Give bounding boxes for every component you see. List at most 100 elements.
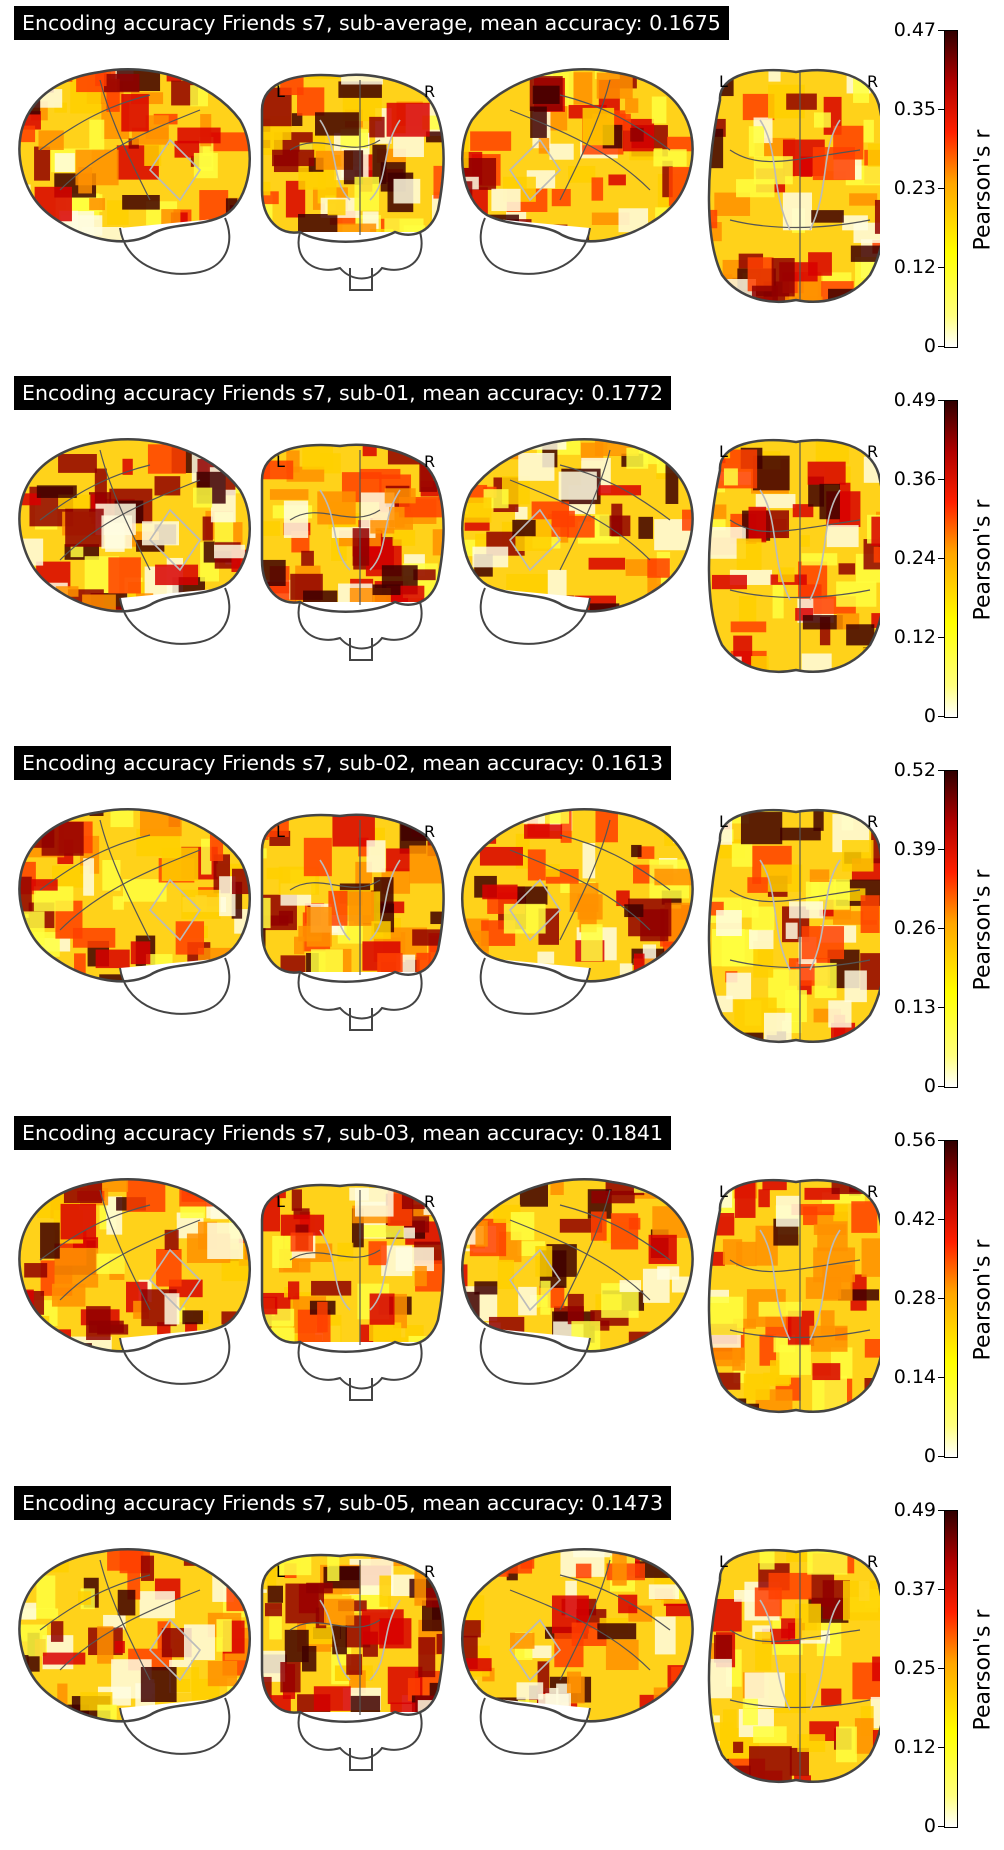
colorbar-tick-mark — [938, 1826, 944, 1827]
colorbar-label-text: Pearson's r — [970, 869, 996, 991]
colorbar-label-text: Pearson's r — [970, 1609, 996, 1731]
colorbar-tick-mark — [938, 267, 944, 268]
right-hemisphere-label: R — [424, 82, 436, 101]
colorbar-tick-mark — [938, 637, 944, 638]
panel-title: Encoding accuracy Friends s7, sub-02, me… — [14, 746, 671, 780]
colorbar-tick-mark — [938, 1140, 944, 1141]
colorbar-tick-label: 0.56 — [893, 1129, 936, 1151]
glass-brain-views — [18, 68, 880, 303]
colorbar-tick-mark — [938, 188, 944, 189]
colorbar-tick-label: 0.25 — [893, 1657, 936, 1679]
colorbar-tick-mark — [938, 109, 944, 110]
left-hemisphere-label: L — [276, 1192, 285, 1211]
colorbar-tick-label: 0.12 — [893, 256, 936, 278]
right-hemisphere-label: R — [424, 452, 436, 471]
glass-brain-views — [18, 808, 880, 1043]
colorbar-label-text: Pearson's r — [970, 1239, 996, 1361]
brain-panel: Encoding accuracy Friends s7, sub-averag… — [0, 0, 1004, 370]
colorbar-tick-label: 0.12 — [893, 1736, 936, 1758]
left-hemisphere-label: L — [719, 442, 728, 461]
colorbar-tick-mark — [938, 558, 944, 559]
colorbar-tick-mark — [938, 1298, 944, 1299]
right-hemisphere-label: R — [424, 1562, 436, 1581]
colorbar-tick-label: 0.39 — [893, 838, 936, 860]
colorbar-tick-mark — [938, 716, 944, 717]
colorbar-tick-label: 0 — [923, 705, 936, 727]
brain-panel: Encoding accuracy Friends s7, sub-05, me… — [0, 1480, 1004, 1850]
left-hemisphere-label: L — [276, 82, 285, 101]
panel-title: Encoding accuracy Friends s7, sub-averag… — [14, 6, 729, 40]
colorbar-tick-mark — [938, 849, 944, 850]
colorbar-tick-label: 0.47 — [893, 19, 936, 41]
colorbar-tick-label: 0.14 — [893, 1366, 936, 1388]
colorbar — [944, 770, 958, 1088]
colorbar-label-text: Pearson's r — [970, 129, 996, 251]
right-hemisphere-label: R — [867, 442, 879, 461]
panel-title: Encoding accuracy Friends s7, sub-01, me… — [14, 376, 671, 410]
left-hemisphere-label: L — [719, 1182, 728, 1201]
right-hemisphere-label: R — [867, 1552, 879, 1571]
glass-brain-views — [18, 1178, 880, 1413]
right-hemisphere-label: R — [867, 1182, 879, 1201]
colorbar-tick-label: 0 — [923, 1075, 936, 1097]
left-hemisphere-label: L — [719, 72, 728, 91]
colorbar-tick-label: 0.12 — [893, 626, 936, 648]
right-hemisphere-label: R — [424, 822, 436, 841]
brain-panel: Encoding accuracy Friends s7, sub-03, me… — [0, 1110, 1004, 1480]
colorbar-tick-mark — [938, 346, 944, 347]
colorbar-tick-label: 0.28 — [893, 1287, 936, 1309]
colorbar-tick-mark — [938, 479, 944, 480]
left-hemisphere-label: L — [276, 822, 285, 841]
colorbar-tick-label: 0 — [923, 1815, 936, 1837]
colorbar-tick-mark — [938, 1589, 944, 1590]
colorbar-tick-label: 0.26 — [893, 917, 936, 939]
colorbar-label: Pearson's r — [968, 870, 998, 991]
colorbar-label: Pearson's r — [968, 500, 998, 621]
right-hemisphere-label: R — [867, 812, 879, 831]
colorbar-tick-label: 0 — [923, 335, 936, 357]
colorbar-tick-label: 0.23 — [893, 177, 936, 199]
left-hemisphere-label: L — [276, 1562, 285, 1581]
colorbar-tick-mark — [938, 1456, 944, 1457]
colorbar-tick-label: 0.52 — [893, 759, 936, 781]
colorbar-tick-label: 0.13 — [893, 996, 936, 1018]
colorbar-label: Pearson's r — [968, 1240, 998, 1361]
glass-brain-views — [18, 1548, 880, 1783]
colorbar-tick-mark — [938, 1086, 944, 1087]
colorbar-tick-label: 0.36 — [893, 468, 936, 490]
colorbar-tick-mark — [938, 770, 944, 771]
panel-title: Encoding accuracy Friends s7, sub-03, me… — [14, 1116, 671, 1150]
colorbar-tick-mark — [938, 30, 944, 31]
brain-panel: Encoding accuracy Friends s7, sub-02, me… — [0, 740, 1004, 1110]
panel-title: Encoding accuracy Friends s7, sub-05, me… — [14, 1486, 671, 1520]
colorbar-tick-mark — [938, 1668, 944, 1669]
colorbar-tick-label: 0.42 — [893, 1208, 936, 1230]
colorbar-tick-mark — [938, 1510, 944, 1511]
left-hemisphere-label: L — [719, 812, 728, 831]
colorbar-tick-mark — [938, 1007, 944, 1008]
colorbar-tick-label: 0.24 — [893, 547, 936, 569]
glass-brain-views — [18, 438, 880, 673]
colorbar — [944, 30, 958, 348]
colorbar-tick-mark — [938, 928, 944, 929]
colorbar-tick-mark — [938, 1747, 944, 1748]
right-hemisphere-label: R — [424, 1192, 436, 1211]
colorbar-tick-mark — [938, 1219, 944, 1220]
colorbar-tick-label: 0.49 — [893, 389, 936, 411]
colorbar-tick-label: 0 — [923, 1445, 936, 1467]
colorbar-tick-label: 0.35 — [893, 98, 936, 120]
left-hemisphere-label: L — [719, 1552, 728, 1571]
colorbar — [944, 1140, 958, 1458]
right-hemisphere-label: R — [867, 72, 879, 91]
colorbar-label: Pearson's r — [968, 130, 998, 251]
colorbar-tick-mark — [938, 1377, 944, 1378]
colorbar — [944, 1510, 958, 1828]
colorbar-tick-label: 0.37 — [893, 1578, 936, 1600]
colorbar — [944, 400, 958, 718]
left-hemisphere-label: L — [276, 452, 285, 471]
colorbar-label-text: Pearson's r — [970, 499, 996, 621]
colorbar-label: Pearson's r — [968, 1610, 998, 1731]
colorbar-tick-mark — [938, 400, 944, 401]
colorbar-tick-label: 0.49 — [893, 1499, 936, 1521]
brain-panel: Encoding accuracy Friends s7, sub-01, me… — [0, 370, 1004, 740]
